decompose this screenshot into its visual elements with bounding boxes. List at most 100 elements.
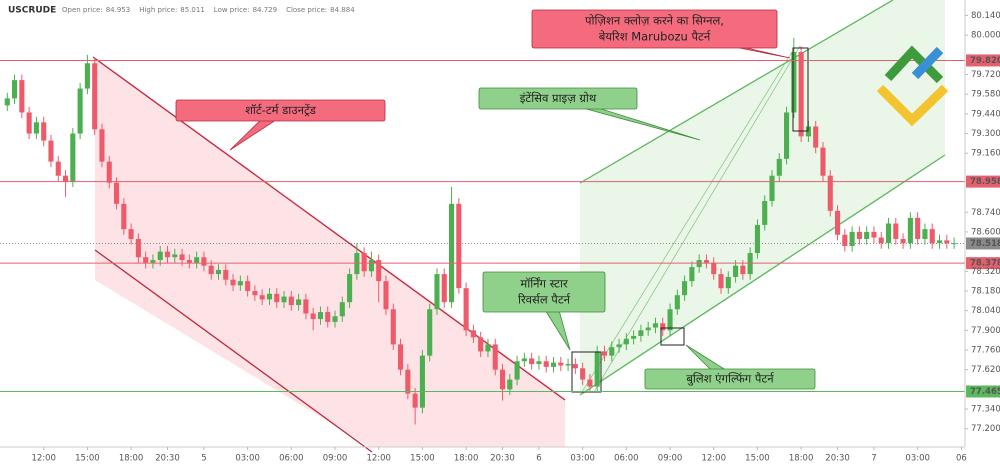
candle-body	[725, 276, 731, 289]
candle-body	[113, 182, 120, 204]
candle-body	[55, 161, 61, 176]
y-tick-label: 77.620	[971, 365, 1000, 375]
candle-body	[864, 231, 870, 239]
callout-box	[531, 9, 778, 49]
trend-ray	[581, 51, 793, 393]
candle-body	[99, 129, 105, 162]
y-tick-label: 77.900	[971, 326, 1000, 336]
candle-body	[419, 355, 425, 408]
candle-body	[849, 231, 855, 246]
header: USCRUDE Open price: 84.953 High price: 85.0…	[8, 6, 355, 16]
candle-body	[347, 274, 353, 303]
y-tick-label: 80.000	[971, 31, 1000, 41]
candle-body	[492, 344, 498, 370]
ohlc-value: 84.884	[330, 6, 355, 14]
candle-body	[143, 257, 149, 263]
candle-body	[106, 161, 112, 183]
candle-body	[208, 265, 214, 275]
ohlc-label: High price:	[139, 6, 177, 14]
candle-body	[521, 358, 527, 362]
candle-body	[922, 229, 928, 239]
candle-body	[303, 299, 309, 314]
callout-text: इंटेंसिव प्राइज़ ग्रोथ	[520, 91, 597, 105]
candle-body	[936, 240, 943, 244]
y-tick-label: 79.580	[971, 90, 1000, 100]
candle-body	[682, 281, 688, 296]
candle-body	[135, 238, 141, 258]
annotations: शॉर्ट-टर्म डाउनट्रेंड पोज़िशन क्लोज़ करने…	[175, 9, 816, 390]
candle-body	[172, 254, 178, 258]
candle-body	[827, 175, 833, 211]
x-tick-label: 03:00	[570, 454, 595, 464]
x-tick-label: 12:00	[701, 454, 726, 464]
candle-body	[48, 140, 54, 162]
pattern-box	[660, 327, 685, 346]
candle-body	[215, 269, 222, 275]
candle-body	[834, 210, 841, 235]
candle-body	[19, 80, 25, 113]
candle-body	[638, 330, 644, 336]
candle-body	[885, 223, 892, 244]
callout-text: पोज़िशन क्लोज़ करने का सिग्नल,	[585, 14, 724, 28]
candle-body	[12, 80, 18, 99]
x-tick-label: 12:00	[366, 454, 391, 464]
candle-body	[281, 296, 287, 303]
candle-body	[332, 316, 338, 322]
candle-body	[33, 122, 39, 134]
candle-body	[842, 234, 848, 246]
y-tick-label: 79.300	[971, 129, 1000, 139]
candle-body	[631, 335, 637, 339]
ohlc-value: 84.729	[253, 6, 278, 14]
x-tick-label: 18:00	[454, 454, 479, 464]
candle-body	[434, 274, 440, 310]
candle-body	[179, 254, 185, 261]
pattern-boxes	[571, 47, 809, 393]
y-tick-label: 77.200	[971, 424, 1000, 434]
x-tick-label: 03:00	[235, 454, 260, 464]
x-tick-label: 20:30	[155, 454, 180, 464]
candle-body	[230, 279, 236, 286]
candle-body	[164, 251, 171, 258]
candle-body	[274, 293, 280, 303]
logo-mark	[911, 46, 944, 80]
x-tick-label: 15:00	[410, 454, 435, 464]
candle-body	[594, 351, 600, 387]
price-level-tag	[966, 54, 1000, 67]
price-level-label: 77.465	[970, 387, 1000, 397]
candle-body	[463, 288, 469, 331]
candle-body	[776, 158, 782, 176]
x-tick-label: 09:00	[658, 454, 683, 464]
price-level-label: 78.518	[970, 239, 1000, 249]
axes: 80.140 80.000 79.720 79.580 79.440 79.300 79.1…	[31, 11, 1000, 464]
candle-body	[536, 361, 542, 365]
candle-body	[252, 290, 258, 296]
candle-body	[813, 126, 819, 148]
x-tick-label: 12:00	[31, 454, 56, 464]
candle-body	[485, 344, 491, 352]
candle-body	[201, 257, 207, 266]
callout-text: बेयरिश Marubozu पैटर्न	[599, 30, 711, 44]
x-tick-label: 5	[201, 454, 206, 464]
candle-body	[62, 175, 69, 182]
x-tick-label: 6	[536, 454, 541, 464]
candle-body	[820, 147, 826, 176]
candle-body	[412, 393, 418, 408]
candle-body	[623, 338, 629, 345]
candle-body	[769, 175, 775, 202]
candle-body	[784, 112, 790, 159]
price-level-label: 78.378	[970, 259, 1000, 269]
candle-body	[368, 260, 374, 272]
candle-body	[616, 344, 622, 348]
candle-body	[70, 133, 76, 182]
candle-body	[660, 323, 666, 331]
x-tick-label: 20:30	[490, 454, 515, 464]
candle-body	[245, 281, 251, 291]
candle-body	[259, 295, 265, 300]
candle-body	[186, 260, 192, 263]
price-level-label: 78.958	[970, 177, 1000, 187]
candle-body	[4, 98, 10, 106]
candle-body	[128, 229, 134, 239]
callout-text: शॉर्ट-टर्म डाउनट्रेंड	[245, 103, 317, 117]
price-level-label: 79.820	[970, 56, 1000, 66]
